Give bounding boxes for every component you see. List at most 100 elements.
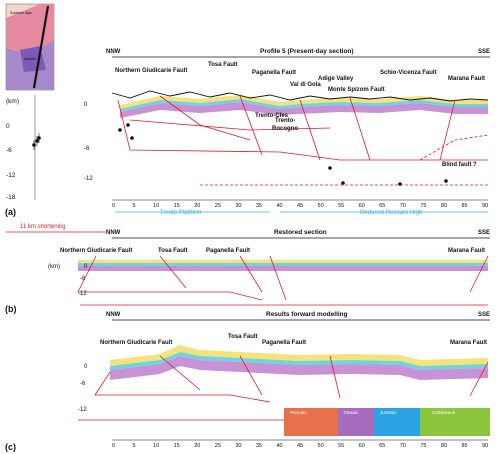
panel-a-tag: (a) <box>5 207 16 217</box>
panel-c-x-tick: 45 <box>297 443 303 449</box>
panel-a-platform-1: Trento Platform <box>160 210 201 216</box>
panel-a-platform-2: Reduced Recoaro High <box>360 210 422 216</box>
panel-b: (b) 11 km shortening NNW SSE Restored se… <box>5 224 490 314</box>
panel-b-fault-label-1: Tosa Fault <box>158 248 188 254</box>
legend-permian: Permian <box>290 410 307 415</box>
panel-c-x-tick: 55 <box>338 443 344 449</box>
panel-b-depth-12: -12 <box>78 291 87 297</box>
legend-triassic: Triassic <box>343 410 359 415</box>
inset-map-label-2: Adriatic <box>24 57 36 61</box>
panel-c-x-tick: 0 <box>112 443 115 449</box>
legend-swatch-permian <box>284 408 338 436</box>
depth-tick-0: 0 <box>6 123 10 130</box>
depth-tick-12: -12 <box>6 172 16 179</box>
panel-a-fault-label-5: Schio-Vicenza Fault <box>380 70 437 76</box>
panel-a-fault-label-9: Trento- <box>275 118 295 124</box>
panel-a-depth-12: -12 <box>84 176 93 182</box>
panel-a-x-ticks: 0 5 10 15 20 25 30 35 40 45 50 55 60 65 70 75 80 85 90 <box>112 203 488 209</box>
panel-b-faults <box>77 255 489 306</box>
panel-a-x-tick: 70 <box>400 203 406 209</box>
panel-a-x-tick: 20 <box>194 203 200 209</box>
panel-a-x-tick: 80 <box>441 203 447 209</box>
panel-c-x-tick: 10 <box>153 443 159 449</box>
legend-cretaceous: Cretaceous <box>432 410 456 415</box>
panel-a-fault-label-2: Paganella Fault <box>252 70 296 76</box>
legend-swatch-cretaceous <box>420 408 490 436</box>
panel-c-fault-label-3: Marana Fault <box>450 340 487 346</box>
depth-unit-label: (km) <box>6 98 19 105</box>
panel-c-title: Results forward modelling <box>266 311 348 318</box>
panel-a-x-tick: 35 <box>256 203 262 209</box>
panel-b-unit: (km) <box>48 264 60 270</box>
panel-c-x-tick: 80 <box>441 443 447 449</box>
depth-tick-18: -18 <box>6 194 16 201</box>
panel-a-x-tick: 60 <box>359 203 365 209</box>
panel-c-x-tick: 20 <box>194 443 200 449</box>
panel-a-depth-0: 0 <box>84 102 88 108</box>
panel-b-sse: SSE <box>478 230 490 236</box>
inset-map: Southern Alps Adriatic <box>5 3 55 91</box>
earthquake-markers <box>32 133 41 150</box>
panel-a-x-tick: 5 <box>133 203 136 209</box>
legend-swatch-triassic <box>338 408 374 436</box>
panel-c-fault-label-0: Northern Giudicarie Fault <box>100 340 172 346</box>
panel-c-x-tick: 40 <box>276 443 282 449</box>
panel-c-x-tick: 30 <box>235 443 241 449</box>
panel-a-topography <box>111 90 489 102</box>
panel-b-fault-label-0: Northern Giudicarie Fault <box>60 248 132 254</box>
panel-a-fault-label-1: Tosa Fault <box>208 62 238 68</box>
panel-c-x-tick: 15 <box>174 443 180 449</box>
panel-a-x-tick: 65 <box>379 203 385 209</box>
panel-a-fault-label-7: Marana Fault <box>448 76 485 82</box>
panel-a-fault-label-11: Blind fault ? <box>442 162 477 168</box>
panel-a-x-tick: 15 <box>174 203 180 209</box>
panel-a-x-tick: 50 <box>318 203 324 209</box>
panel-c-fault-label-1: Tosa Fault <box>228 334 258 340</box>
panel-c-x-tick: 85 <box>461 443 467 449</box>
panel-b-nnw: NNW <box>106 230 121 236</box>
shortening-label: 11 km shortening <box>20 224 66 230</box>
panel-a-title: Profile 5 (Present-day section) <box>260 48 354 55</box>
panel-a-x-tick: 90 <box>482 203 488 209</box>
panel-a-earthquakes <box>118 123 448 186</box>
panel-a-fault-label-6: Monte Spizom Fault <box>328 87 385 93</box>
panel-c-x-tick: 60 <box>359 443 365 449</box>
panel-c: (c) NNW SSE Results forward modelling 0 … <box>5 311 490 452</box>
panel-b-fault-label-2: Paganella Fault <box>206 248 250 254</box>
panel-a-x-tick: 0 <box>112 203 115 209</box>
panel-a-nnw: NNW <box>106 49 121 55</box>
panel-a-depth-6: -6 <box>84 146 90 152</box>
panel-a-fault-label-0: Northern Giudicarie Fault <box>115 68 187 74</box>
panel-c-x-tick: 5 <box>133 443 136 449</box>
panel-a-x-tick: 25 <box>215 203 221 209</box>
depth-tick-6: -6 <box>6 147 12 154</box>
panel-b-strat-layers <box>78 260 488 271</box>
panel-c-depth-6: -6 <box>80 381 86 387</box>
panel-c-tag: (c) <box>5 442 16 452</box>
panel-b-fault-label-3: Marana Fault <box>448 248 485 254</box>
inset-map-profile-line <box>32 5 50 89</box>
panel-c-sse: SSE <box>478 312 490 318</box>
panel-a-x-tick: 10 <box>153 203 159 209</box>
panel-a-fault-label-8: Trento-Cles <box>255 113 289 119</box>
panel-b-title: Restored section <box>274 229 327 236</box>
panel-c-x-tick: 35 <box>256 443 262 449</box>
legend-swatch-jurassic <box>374 408 420 436</box>
panel-a-x-tick: 75 <box>420 203 426 209</box>
panel-c-x-tick: 65 <box>379 443 385 449</box>
panel-c-x-ticks: 0 5 10 15 20 25 30 35 40 45 50 55 60 65 70 75 80 85 90 <box>112 443 488 449</box>
panel-a: (a) NNW SSE Profile 5 (Present-day secti… <box>5 48 490 217</box>
panel-a-strat-layers <box>120 95 488 118</box>
panel-c-x-tick: 25 <box>215 443 221 449</box>
panel-b-depth-0: 0 <box>84 264 88 270</box>
legend-jurassic: Jurassic <box>380 410 397 415</box>
panel-c-x-tick: 75 <box>420 443 426 449</box>
panel-c-x-tick: 50 <box>318 443 324 449</box>
panel-a-faults <box>117 95 489 186</box>
panel-a-x-tick: 55 <box>338 203 344 209</box>
depth-column-a: (km) 0 -6 -12 -18 <box>6 95 41 201</box>
panel-c-depth-12: -12 <box>78 407 87 413</box>
panel-c-nnw: NNW <box>106 312 121 318</box>
panel-a-x-tick: 40 <box>276 203 282 209</box>
